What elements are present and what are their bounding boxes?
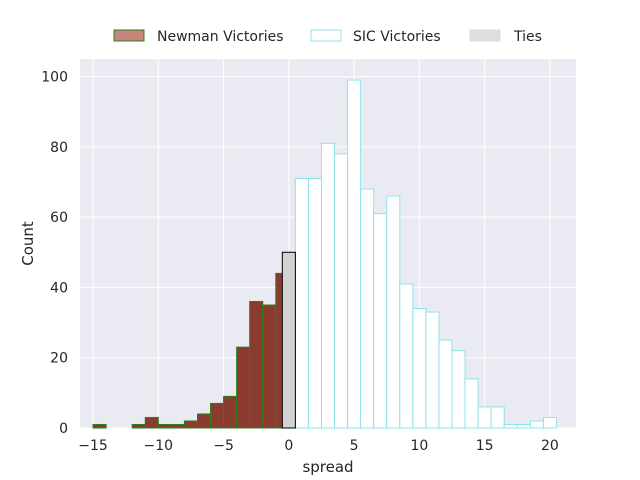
bar-sic-victories [294, 177, 309, 429]
bar-newman-victories [236, 346, 251, 429]
x-tick-label: 0 [284, 438, 293, 454]
y-tick-label: 40 [50, 280, 68, 296]
histogram-bars [92, 79, 557, 429]
x-axis-label: spread [302, 458, 353, 476]
legend: Newman Victories SIC Victories Ties [113, 29, 542, 45]
bar-newman-victories [183, 420, 198, 429]
bar-sic-victories [438, 339, 453, 429]
x-tick-label: 5 [350, 438, 359, 454]
legend-swatch-sic [310, 29, 342, 42]
legend-swatch-newman [113, 29, 145, 42]
y-tick-label: 20 [50, 351, 68, 367]
bar-sic-victories [386, 195, 401, 429]
bar-sic-victories [360, 188, 375, 429]
bar-sic-victories [334, 153, 349, 429]
bar-newman-victories [210, 402, 225, 429]
axis-ticks: −15 −10 −5 0 5 10 15 20 0 20 40 60 80 100 [41, 70, 559, 454]
bar-sic-victories [464, 378, 479, 429]
x-tick-label: 10 [410, 438, 428, 454]
bar-sic-victories [503, 423, 518, 429]
y-tick-label: 100 [41, 70, 68, 86]
bar-sic-victories [347, 79, 362, 429]
bar-sic-victories [451, 350, 466, 429]
bar-sic-victories [490, 406, 505, 429]
y-axis-label: Count [19, 221, 37, 266]
x-tick-label: −15 [78, 438, 108, 454]
bar-ties [281, 251, 296, 429]
bar-newman-victories [131, 423, 146, 429]
x-tick-label: −10 [144, 438, 174, 454]
bar-newman-victories [92, 423, 107, 429]
y-tick-label: 80 [50, 140, 68, 156]
bar-sic-victories [373, 213, 388, 429]
bar-sic-victories [425, 311, 440, 429]
legend-label-ties: Ties [513, 29, 542, 45]
bar-sic-victories [542, 416, 557, 429]
bar-newman-victories [157, 423, 172, 429]
bar-sic-victories [320, 142, 336, 429]
legend-label-sic: SIC Victories [353, 29, 441, 45]
bar-newman-victories [144, 416, 159, 429]
bar-sic-victories [477, 406, 492, 429]
legend-swatch-ties [469, 29, 501, 42]
x-tick-label: 20 [541, 438, 559, 454]
bar-sic-victories [529, 420, 544, 429]
legend-label-newman: Newman Victories [157, 29, 284, 45]
bar-sic-victories [307, 177, 322, 429]
bar-sic-victories [516, 423, 531, 429]
y-tick-label: 60 [50, 210, 68, 226]
y-tick-label: 0 [59, 421, 68, 437]
x-tick-label: 15 [476, 438, 494, 454]
bar-newman-victories [196, 413, 212, 429]
bar-newman-victories [170, 423, 185, 429]
bar-newman-victories [223, 395, 238, 429]
bar-sic-victories [412, 308, 427, 429]
x-tick-label: −5 [213, 438, 234, 454]
bar-newman-victories [262, 304, 277, 429]
bar-sic-victories [399, 283, 414, 429]
bar-newman-victories [249, 300, 264, 429]
